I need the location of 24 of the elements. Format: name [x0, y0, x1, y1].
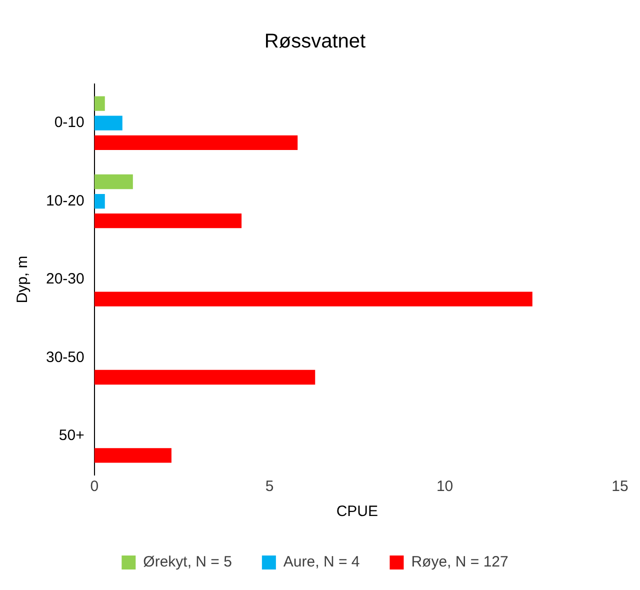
x-axis-title: CPUE — [336, 503, 378, 520]
bar — [94, 448, 172, 463]
y-axis-title: Dyp, m — [14, 256, 32, 304]
x-tick-label: 10 — [436, 478, 454, 496]
legend-label: Aure, N = 4 — [283, 554, 360, 571]
legend-label: Røye, N = 127 — [411, 554, 508, 571]
y-tick-label: 50+ — [58, 427, 85, 444]
y-tick-label: 30-50 — [46, 348, 84, 366]
bar — [94, 174, 133, 190]
bar — [94, 116, 122, 130]
bar — [94, 370, 316, 385]
y-tick-label: 10-20 — [46, 192, 84, 210]
y-tick-label: 20-30 — [46, 270, 84, 288]
x-tick-label: 5 — [265, 478, 274, 496]
bar — [94, 135, 298, 150]
bar — [94, 96, 105, 111]
chart-title: Røssvatnet — [264, 30, 366, 53]
bar — [94, 292, 532, 306]
x-tick-label: 0 — [90, 478, 99, 496]
bar — [94, 214, 242, 228]
bar — [94, 194, 105, 209]
legend-label: Ørekyt, N = 5 — [143, 554, 232, 571]
y-tick-label: 0-10 — [54, 114, 84, 132]
x-tick-label: 15 — [612, 478, 628, 496]
